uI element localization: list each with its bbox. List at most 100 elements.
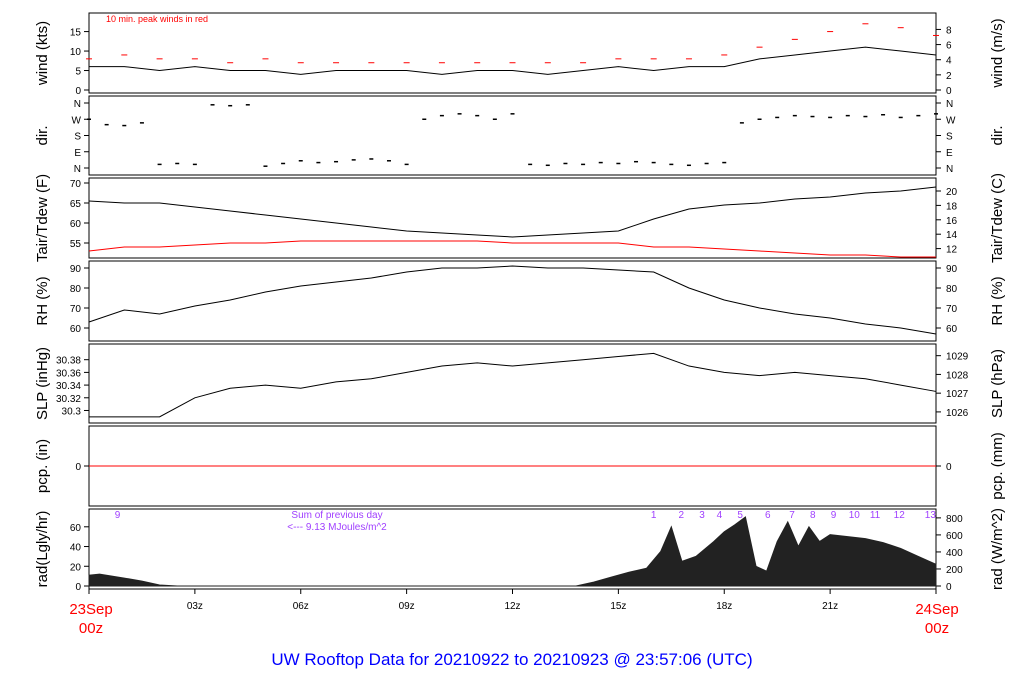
y-tick-label-right: 20	[946, 187, 958, 198]
y-axis-label: rad(Lgly/hr)	[34, 511, 51, 588]
y-axis-label: SLP (inHg)	[34, 347, 51, 420]
y-tick-label-right: 1029	[946, 352, 969, 363]
y-tick-label: 0	[75, 86, 81, 97]
y-tick-label: 40	[70, 543, 82, 554]
y-tick-label-right: N	[946, 164, 953, 175]
y-tick-label-right: 1028	[946, 370, 969, 381]
y-tick-label: 30.38	[56, 356, 81, 367]
y-axis-label-right: wind (m/s)	[989, 18, 1006, 88]
y-tick-label: 10	[70, 47, 82, 58]
y-tick-label-right: 18	[946, 201, 958, 212]
y-tick-label: 90	[70, 264, 82, 275]
y-axis-label-right: RH (%)	[989, 276, 1006, 325]
series-line	[88, 240, 936, 258]
y-tick-label: N	[74, 164, 81, 175]
y-tick-label-right: 16	[946, 216, 958, 227]
x-tick-label: 03z	[187, 601, 203, 612]
hour-label: 9	[115, 510, 121, 521]
y-tick-label: E	[74, 148, 81, 159]
y-tick-label: N	[74, 99, 81, 110]
x-tick-label: 18z	[716, 601, 732, 612]
y-tick-label-right: 0	[946, 582, 952, 593]
hour-label: 7	[789, 510, 795, 521]
y-tick-label: 30.32	[56, 394, 81, 405]
y-tick-label: 0	[75, 582, 81, 593]
hour-label: 8	[810, 510, 816, 521]
hour-label: 12	[894, 510, 906, 521]
y-tick-label-right: 0	[946, 86, 952, 97]
y-tick-label-right: S	[946, 132, 953, 143]
x-tick-label: 15z	[610, 601, 626, 612]
panel-frame	[88, 177, 937, 259]
y-axis-label: wind (kts)	[34, 21, 51, 86]
hour-label: 9	[831, 510, 837, 521]
y-tick-label-right: 1026	[946, 408, 969, 419]
x-start-time: 00z	[79, 620, 103, 637]
y-tick-label: 20	[70, 562, 82, 573]
hour-label: 5	[737, 510, 743, 521]
hour-label: 3	[699, 510, 705, 521]
y-tick-label: 80	[70, 284, 82, 295]
series-line	[88, 186, 937, 238]
y-axis-label-right: rad (W/m^2)	[989, 508, 1006, 590]
legend-note: 10 min. peak winds in red	[106, 14, 208, 24]
chart-title: UW Rooftop Data for 20210922 to 20210923…	[271, 650, 753, 669]
x-tick-label: 21z	[822, 601, 838, 612]
y-tick-label-right: 1027	[946, 389, 969, 400]
hour-label: 2	[679, 510, 685, 521]
x-tick-label: 12z	[504, 601, 520, 612]
y-axis-label: dir.	[34, 125, 51, 145]
radiation-area	[88, 516, 937, 587]
y-tick-label-right: 14	[946, 230, 958, 241]
hour-label: 11	[870, 510, 881, 521]
hour-label: 10	[849, 510, 861, 521]
y-tick-label: 30.36	[56, 368, 81, 379]
y-axis-label-right: Tair/Tdew (C)	[989, 173, 1006, 263]
x-end-time: 00z	[925, 620, 949, 637]
y-tick-label-right: N	[946, 99, 953, 110]
y-tick-label: 5	[75, 67, 81, 78]
y-axis-label: pcp. (in)	[34, 439, 51, 493]
y-axis-label-right: SLP (hPa)	[989, 349, 1006, 418]
y-tick-label-right: 80	[946, 284, 958, 295]
series-line	[89, 46, 937, 75]
y-tick-label-right: 4	[946, 56, 952, 67]
y-tick-label-right: 12	[946, 245, 958, 256]
x-tick-label: 06z	[293, 601, 309, 612]
hour-label: 6	[765, 510, 771, 521]
y-tick-label-right: 6	[946, 41, 952, 52]
y-tick-label: 70	[70, 179, 82, 190]
x-end-date: 24Sep	[915, 601, 958, 618]
y-tick-label-right: 8	[946, 25, 952, 36]
y-tick-label-right: 70	[946, 304, 958, 315]
y-tick-label: S	[74, 132, 81, 143]
series-line	[88, 265, 937, 335]
y-tick-label: 30.34	[56, 381, 81, 392]
y-tick-label-right: 600	[946, 531, 963, 542]
hour-label: 13	[925, 510, 937, 521]
y-tick-label-right: 90	[946, 264, 958, 275]
y-tick-label: W	[72, 115, 82, 126]
panel-frame	[88, 95, 937, 176]
y-tick-label-right: 0	[946, 462, 952, 473]
x-tick-label: 09z	[399, 601, 415, 612]
y-tick-label: 0	[75, 462, 81, 473]
y-tick-label: 65	[70, 199, 82, 210]
y-axis-label: Tair/Tdew (F)	[34, 174, 51, 262]
y-axis-label: RH (%)	[34, 276, 51, 325]
panel-frame	[88, 343, 937, 424]
x-start-date: 23Sep	[69, 601, 112, 618]
y-tick-label: 60	[70, 219, 82, 230]
annotation: <--- 9.13 MJoules/m^2	[287, 522, 387, 533]
annotation: Sum of previous day	[291, 510, 382, 521]
y-tick-label-right: 800	[946, 514, 963, 525]
y-tick-label: 15	[70, 28, 82, 39]
y-axis-label-right: pcp. (mm)	[989, 432, 1006, 500]
y-tick-label: 70	[70, 304, 82, 315]
hour-label: 4	[717, 510, 723, 521]
y-tick-label: 60	[70, 324, 82, 335]
y-tick-label-right: W	[946, 115, 956, 126]
panel-frame	[88, 12, 937, 94]
